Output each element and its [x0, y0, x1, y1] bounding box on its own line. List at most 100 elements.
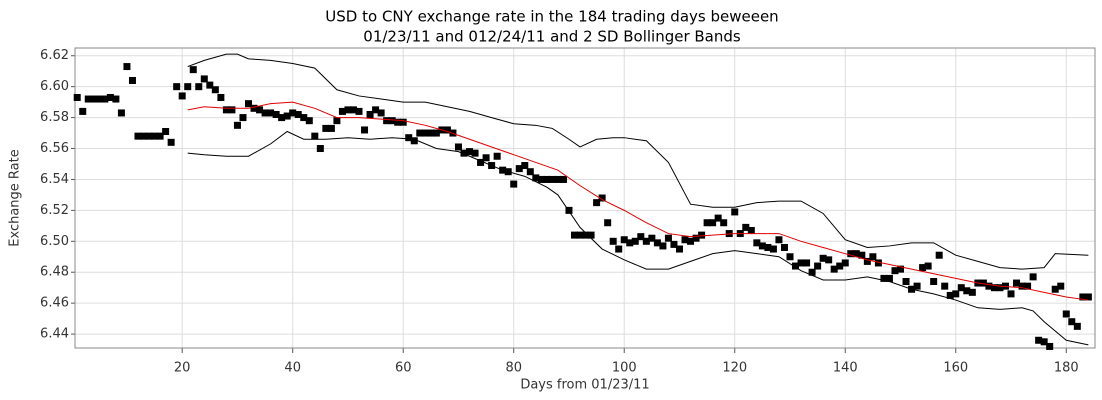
point — [521, 162, 529, 170]
point — [510, 180, 518, 188]
point — [985, 282, 993, 290]
point — [272, 110, 280, 118]
point — [615, 245, 623, 253]
point — [582, 231, 590, 239]
point — [786, 253, 794, 261]
y-tick-label: 6.48 — [40, 265, 69, 280]
point — [316, 145, 324, 153]
point — [687, 237, 695, 245]
y-axis-label: Exchange Rate — [8, 149, 23, 246]
point — [493, 152, 501, 160]
point — [902, 278, 910, 286]
x-tick-label: 40 — [284, 361, 301, 376]
point — [123, 63, 131, 71]
point — [1057, 282, 1065, 290]
point — [1013, 279, 1021, 287]
point — [753, 239, 761, 247]
point — [648, 234, 656, 242]
point — [825, 256, 833, 264]
point — [460, 149, 468, 157]
point — [642, 237, 650, 245]
point — [84, 95, 92, 103]
chart-title: USD to CNY exchange rate in the 184 trad… — [325, 8, 778, 26]
band-line — [187, 53, 1089, 270]
point — [692, 234, 700, 242]
point — [780, 243, 788, 251]
point — [427, 129, 435, 137]
point — [173, 83, 181, 91]
chart-title: 01/23/11 and 012/24/11 and 2 SD Bollinge… — [363, 28, 741, 46]
point — [222, 106, 230, 114]
point — [145, 132, 153, 140]
point — [112, 95, 120, 103]
point — [366, 110, 374, 118]
y-tick-label: 6.44 — [40, 327, 69, 342]
plot-frame — [74, 47, 1096, 349]
point — [604, 219, 612, 227]
point — [814, 262, 822, 270]
point — [178, 92, 186, 100]
point — [742, 223, 750, 231]
point — [477, 158, 485, 166]
point — [206, 81, 214, 89]
y-tick-label: 6.54 — [40, 172, 69, 187]
point — [228, 106, 236, 114]
x-tick-label: 60 — [395, 361, 412, 376]
point — [598, 194, 606, 202]
point — [593, 199, 601, 207]
point — [361, 126, 369, 134]
point — [294, 110, 302, 118]
y-tick-label: 6.46 — [40, 296, 69, 311]
point — [128, 76, 136, 84]
point — [184, 83, 192, 91]
point — [698, 231, 706, 239]
point — [167, 138, 175, 146]
point — [626, 239, 634, 247]
point — [1040, 338, 1048, 346]
band-line — [187, 101, 1089, 301]
point — [587, 231, 595, 239]
point — [1024, 282, 1032, 290]
point — [747, 226, 755, 234]
point — [1073, 322, 1081, 330]
y-tick-label: 6.60 — [40, 79, 69, 94]
point — [1035, 336, 1043, 344]
point — [189, 66, 197, 74]
point — [162, 128, 170, 136]
point — [874, 259, 882, 267]
point — [405, 134, 413, 142]
point — [775, 236, 783, 244]
point — [355, 107, 363, 115]
point — [195, 83, 203, 91]
x-tick-label: 100 — [612, 361, 637, 376]
point — [151, 132, 159, 140]
x-tick-label: 160 — [943, 361, 968, 376]
point — [432, 129, 440, 137]
point — [79, 107, 87, 115]
point — [233, 121, 241, 129]
point — [996, 284, 1004, 292]
point — [935, 251, 943, 259]
point — [416, 129, 424, 137]
y-tick-label: 6.50 — [40, 234, 69, 249]
point — [1062, 310, 1070, 318]
point — [836, 262, 844, 270]
point — [140, 132, 148, 140]
point — [399, 118, 407, 126]
point — [250, 104, 258, 112]
point — [156, 132, 164, 140]
point — [653, 239, 661, 247]
point — [957, 284, 965, 292]
x-tick-label: 180 — [1054, 361, 1079, 376]
point — [720, 219, 728, 227]
point — [1079, 293, 1087, 301]
point — [803, 259, 811, 267]
point — [731, 208, 739, 216]
point — [792, 262, 800, 270]
point — [244, 100, 252, 108]
point — [394, 118, 402, 126]
point — [256, 106, 264, 114]
point — [383, 117, 391, 125]
point — [968, 288, 976, 296]
